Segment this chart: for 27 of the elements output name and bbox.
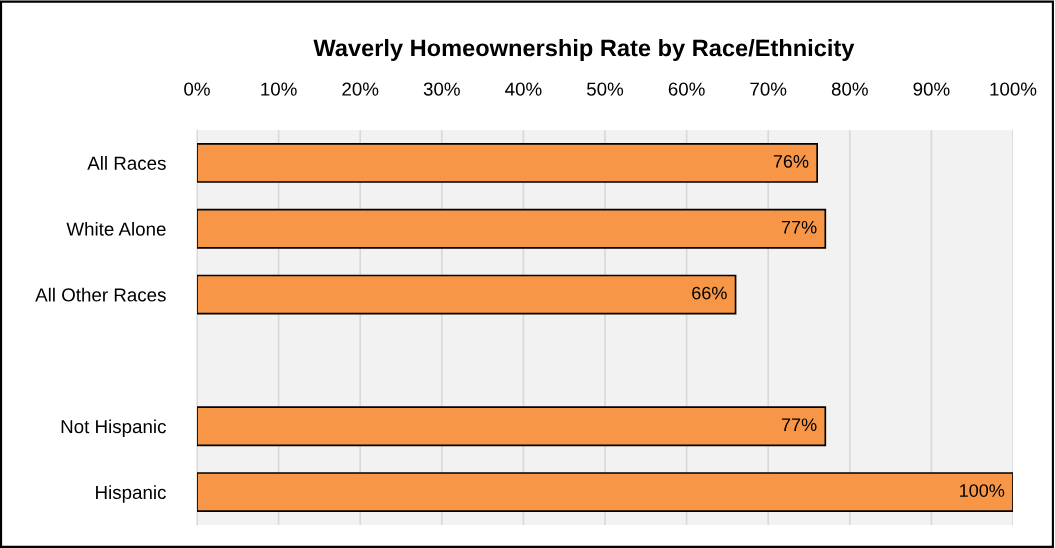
- bar: [197, 274, 737, 315]
- y-tick-label: Hispanic: [96, 485, 166, 503]
- data-label: 66%: [692, 286, 727, 300]
- x-tick-label: 30%: [423, 82, 460, 96]
- data-label: 76%: [773, 154, 809, 168]
- data-label: 100%: [960, 484, 1005, 497]
- bar: [197, 472, 1013, 513]
- y-tick-label: All Other Races: [35, 287, 166, 302]
- x-tick-label: 60%: [668, 82, 705, 96]
- x-tick-label: 20%: [342, 82, 379, 96]
- bar: [197, 142, 818, 183]
- y-tick-label: White Alone: [66, 221, 166, 236]
- x-tick-label: 70%: [750, 82, 787, 96]
- x-tick-label: 50%: [586, 82, 624, 96]
- y-tick-label: All Races: [87, 156, 166, 170]
- x-tick-label: 10%: [261, 82, 297, 96]
- data-label: 77%: [781, 418, 817, 432]
- data-label: 77%: [781, 220, 817, 234]
- x-tick-label: 80%: [831, 82, 868, 96]
- y-tick-label: Not Hispanic: [61, 419, 166, 437]
- chart-title: Waverly Homeownership Rate by Race/Ethnicity: [313, 39, 855, 61]
- x-tick-label: 40%: [505, 82, 542, 96]
- x-tick-label: 90%: [913, 82, 950, 96]
- x-tick-label: 0%: [184, 82, 210, 96]
- bar: [197, 406, 827, 447]
- x-tick-label: 100%: [990, 82, 1037, 96]
- bar: [197, 208, 827, 249]
